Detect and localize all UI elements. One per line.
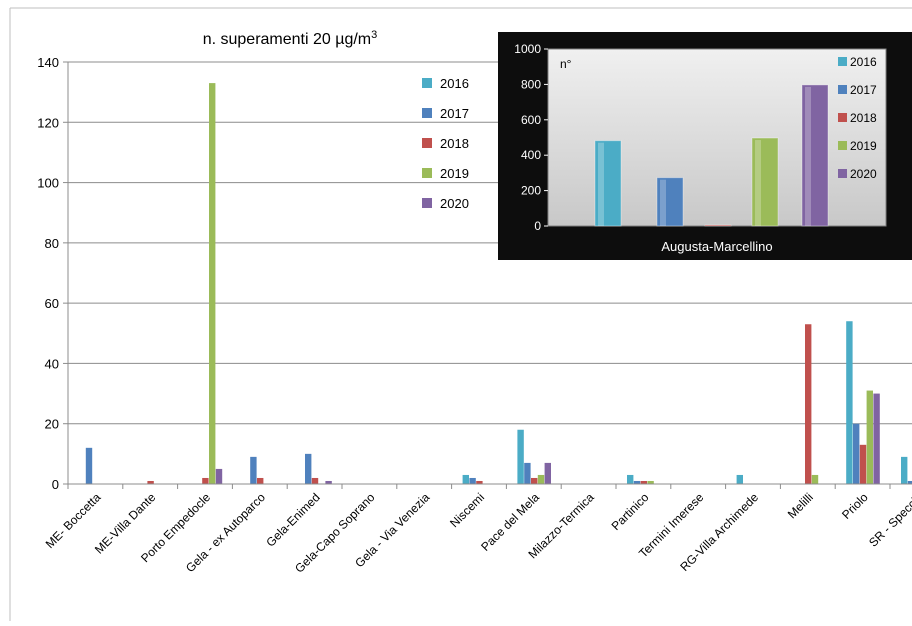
inset-legend-label-2016: 2016 <box>850 55 877 69</box>
main-x-axis <box>67 62 912 489</box>
bar-2018-10 <box>640 480 647 484</box>
inset-bar-2017 <box>656 177 684 227</box>
inset-legend-label-2019: 2019 <box>850 139 877 153</box>
bar-2017-3 <box>250 456 257 484</box>
inset-x-label: Augusta-Marcellino <box>661 239 772 254</box>
bar-2020-4 <box>325 480 332 484</box>
main-chart-title: n. superamenti 20 µg/m3 <box>203 29 378 48</box>
bar-2020-14 <box>873 393 880 484</box>
x-tick-label-0: ME- Boccetta <box>43 490 104 551</box>
inset-bar-highlight-2019 <box>755 140 761 226</box>
bar-2017-0 <box>85 447 93 484</box>
inset-legend-swatch-2016 <box>838 57 847 66</box>
inset-legend-swatch-2020 <box>838 169 847 178</box>
x-tick-label-13: Melilli <box>785 490 816 521</box>
main-y-tick-labels: 0 20 40 60 80 100 120 140 <box>37 55 59 492</box>
legend-swatch-2020 <box>422 198 432 208</box>
legend-swatch-2017 <box>422 108 432 118</box>
inset-y-tick-label-800: 800 <box>521 77 541 91</box>
bar-2016-8 <box>517 429 524 484</box>
inset-y-label: n° <box>560 57 572 71</box>
bar-2019-10 <box>647 480 654 484</box>
inset-y-tick-label-1000: 1000 <box>514 42 541 56</box>
inset-bar-2020 <box>801 84 829 227</box>
bar-2018-13 <box>805 324 812 484</box>
bar-2017-10 <box>633 480 641 484</box>
inset-legend-swatch-2018 <box>838 113 847 122</box>
y-tick-label-120: 120 <box>37 115 59 130</box>
inset-bar-highlight-2020 <box>805 86 811 226</box>
inset-y-tick-label-400: 400 <box>521 148 541 162</box>
y-tick-label-40: 40 <box>45 356 59 371</box>
bar-2018-1 <box>147 480 154 484</box>
bar-2016-7 <box>462 474 469 484</box>
bar-2016-14 <box>846 321 853 484</box>
bar-2018-4 <box>311 477 319 484</box>
legend-label-2016: 2016 <box>440 76 469 91</box>
bar-2020-2 <box>215 468 223 484</box>
inset-bar-highlight-2016 <box>598 142 604 226</box>
bar-2020-8 <box>544 462 551 484</box>
inset-legend: 2016 2017 2018 2019 2020 <box>838 55 877 181</box>
bar-2017-15 <box>907 480 912 484</box>
bar-2019-13 <box>811 474 819 484</box>
main-legend: 2016 2017 2018 2019 2020 <box>422 76 469 211</box>
bar-2017-8 <box>524 462 531 484</box>
bar-2018-7 <box>476 480 483 484</box>
inset-bars <box>594 84 829 227</box>
inset-legend-swatch-2017 <box>838 85 847 94</box>
legend-swatch-2019 <box>422 168 432 178</box>
x-tick-label-4: Gela-Enimed <box>263 490 322 549</box>
inset-bar-2019 <box>751 137 779 227</box>
inset-y-tick-label-600: 600 <box>521 113 541 127</box>
bar-2016-15 <box>901 456 908 484</box>
inset-y-tick-label-200: 200 <box>521 184 541 198</box>
bar-2019-14 <box>866 390 873 484</box>
y-tick-label-140: 140 <box>37 55 59 70</box>
legend-label-2018: 2018 <box>440 136 469 151</box>
inset-bar-2018 <box>704 224 732 227</box>
bar-2017-14 <box>853 423 860 484</box>
main-bars <box>85 83 912 484</box>
bar-2016-12 <box>736 474 743 484</box>
inset-bar-highlight-2017 <box>660 179 666 226</box>
legend-label-2019: 2019 <box>440 166 469 181</box>
legend-swatch-2016 <box>422 78 432 88</box>
legend-label-2020: 2020 <box>440 196 469 211</box>
bar-2016-10 <box>627 474 634 484</box>
bar-2018-8 <box>531 477 538 484</box>
bar-2018-2 <box>202 477 209 484</box>
y-tick-label-20: 20 <box>45 417 59 432</box>
inset-y-tick-labels: 0 200 400 600 800 1000 <box>514 42 548 233</box>
inset-y-tick-label-0: 0 <box>534 219 541 233</box>
y-tick-label-100: 100 <box>37 176 59 191</box>
y-tick-label-60: 60 <box>45 296 59 311</box>
bar-2017-4 <box>305 453 312 484</box>
inset-legend-label-2018: 2018 <box>850 111 877 125</box>
x-tick-label-7: Niscemi <box>447 490 487 530</box>
bar-2019-8 <box>537 474 545 484</box>
x-tick-label-15: SR - Specchi <box>866 490 912 549</box>
y-tick-label-0: 0 <box>52 477 59 492</box>
inset-bar-2016 <box>594 140 622 227</box>
x-tick-label-10: Partinico <box>609 490 652 533</box>
legend-swatch-2018 <box>422 138 432 148</box>
inset-legend-label-2017: 2017 <box>850 83 877 97</box>
x-tick-label-14: Priolo <box>839 490 871 522</box>
bar-2018-3 <box>257 477 264 484</box>
bar-2019-2 <box>209 83 216 484</box>
inset-legend-label-2020: 2020 <box>850 167 877 181</box>
bar-2018-14 <box>859 444 867 484</box>
inset-legend-swatch-2019 <box>838 141 847 150</box>
y-tick-label-80: 80 <box>45 236 59 251</box>
legend-label-2017: 2017 <box>440 106 469 121</box>
bar-2017-7 <box>469 477 476 484</box>
